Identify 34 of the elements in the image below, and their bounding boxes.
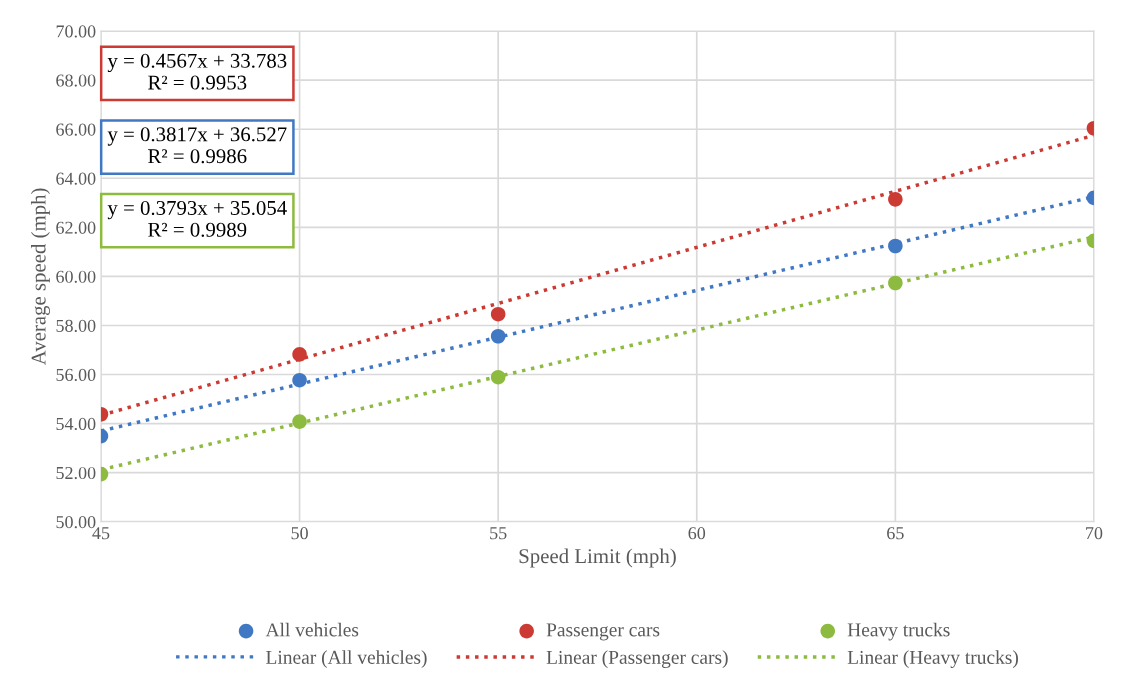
y-tick-label: 54.00 [56, 417, 96, 431]
x-tick-label: 70 [1086, 527, 1103, 540]
y-tick-label: 70.00 [56, 25, 96, 38]
y-tick-label: 56.00 [56, 368, 96, 382]
point [292, 372, 307, 388]
legend-label: Linear (All vehicles) [266, 650, 427, 668]
point [490, 328, 506, 344]
point [292, 414, 307, 429]
x-tick-label: 60 [688, 527, 706, 540]
x-tick-label: 45 [92, 527, 110, 540]
y-tick-label: 50.00 [56, 515, 96, 529]
y-tick-label: 64.00 [56, 172, 96, 185]
y-tick-label: 60.00 [56, 270, 96, 283]
point [292, 347, 307, 362]
legend-label: Linear (Passenger cars) [546, 650, 728, 668]
x-tick-label: 55 [490, 527, 507, 540]
y-axis-title: Average speed (mph) [30, 188, 50, 366]
x-axis-title: Speed Limit (mph) [519, 548, 676, 568]
annotation: y = 0.3793x + 35.054 R² = 0.9989 [107, 200, 287, 237]
x-tick-label: 65 [887, 527, 904, 540]
annotation: y = 0.3817x + 36.527 R² = 0.9986 [107, 127, 287, 164]
legend-label: Heavy trucks [847, 622, 950, 641]
legend-label: All vehicles [265, 622, 359, 637]
point [490, 306, 506, 322]
y-tick-label: 52.00 [56, 466, 96, 480]
x-tick-label: 50 [291, 527, 308, 540]
y-tick-label: 62.00 [56, 221, 96, 234]
y-tick-label: 58.00 [56, 319, 96, 332]
annotation: y = 0.4567x + 33.783 R² = 0.9953 [107, 53, 287, 90]
y-tick-label: 68.00 [56, 74, 96, 87]
legend-label: Linear (Heavy trucks) [847, 650, 1018, 668]
point [490, 369, 506, 385]
y-tick-label: 66.00 [56, 123, 96, 136]
legend-label: Passenger cars [546, 623, 660, 641]
